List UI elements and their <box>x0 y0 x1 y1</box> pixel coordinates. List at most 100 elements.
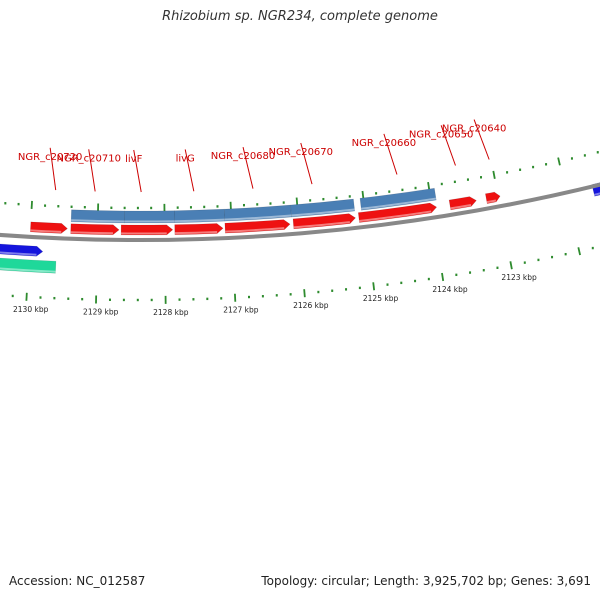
major-tick <box>361 190 365 200</box>
gene-feature-highlight <box>224 214 292 221</box>
cds-feature-highlight <box>174 230 218 235</box>
minor-tick <box>455 273 458 277</box>
genome-backbone <box>0 182 600 242</box>
minor-tick <box>583 154 586 157</box>
cds-feature <box>357 202 438 223</box>
gene-feature-highlight <box>174 218 225 223</box>
gene-leader-line <box>242 147 254 189</box>
tick-label: 2123 kbp <box>501 273 537 282</box>
gene-label: NGR_c20670 <box>269 147 334 158</box>
gene-feature <box>359 187 437 211</box>
minor-tick <box>591 246 594 250</box>
minor-tick <box>136 206 139 210</box>
gene-feature <box>174 208 226 223</box>
gene-leader-line <box>49 147 57 191</box>
minor-tick <box>345 288 348 291</box>
minor-tick <box>348 195 351 198</box>
cds-feature <box>485 191 501 204</box>
minor-tick <box>523 261 526 264</box>
minor-tick <box>400 281 403 285</box>
cds-feature <box>29 221 68 234</box>
minor-tick <box>537 258 540 262</box>
gene-feature-highlight <box>291 208 355 217</box>
minor-tick <box>322 197 325 201</box>
topology-summary: Topology: circular; Length: 3,925,702 bp… <box>261 574 591 588</box>
tick-label: 2130 kbp <box>13 305 49 314</box>
gene-label: NGR_c20650 <box>409 129 474 140</box>
cds-feature-highlight <box>30 229 62 233</box>
minor-tick <box>178 298 181 301</box>
map-title: Rhizobium sp. NGR234, complete genome <box>162 9 438 24</box>
minor-tick <box>220 297 223 300</box>
cds-feature-highlight <box>359 210 432 223</box>
minor-tick <box>564 252 567 256</box>
minor-tick <box>242 203 245 207</box>
tick-label: 2128 kbp <box>153 308 189 317</box>
minor-tick <box>176 206 179 209</box>
gene-leader-line <box>440 125 456 166</box>
tick-labels: 2130 kbp 2129 kbp 2128 kbp 2127 kbp 2126 kbp… <box>13 273 537 317</box>
minor-tick <box>17 202 20 206</box>
gene-feature-highlight <box>71 219 125 223</box>
minor-tick <box>427 277 430 281</box>
minor-tick <box>216 205 219 208</box>
misc-feature <box>0 257 57 274</box>
minor-tick <box>192 298 195 301</box>
minor-tick <box>545 163 548 166</box>
major-tick <box>295 197 299 206</box>
minor-tick <box>110 206 113 209</box>
cds-feature <box>292 213 356 230</box>
minor-tick <box>506 171 509 174</box>
gene-feature <box>124 210 175 224</box>
minor-tick <box>335 196 338 200</box>
gene-label: livF <box>125 154 142 165</box>
misc-feature <box>0 243 44 257</box>
accession-text: Accession: NC_012587 <box>9 574 146 588</box>
gene-label: NGR_c20660 <box>352 138 417 149</box>
major-tick <box>557 157 561 166</box>
cds-feature-highlight <box>486 199 497 204</box>
minor-tick <box>4 202 7 205</box>
minor-tick <box>289 293 292 296</box>
gene-feature-highlight <box>361 197 437 210</box>
minor-tick <box>317 290 320 294</box>
cds-feature <box>174 223 224 235</box>
gene-feature <box>290 198 356 218</box>
minor-tick <box>532 165 535 169</box>
major-tick <box>372 282 376 291</box>
minor-tick <box>189 206 192 209</box>
tick-label: 2127 kbp <box>223 306 259 315</box>
minor-tick <box>551 255 554 259</box>
minor-tick <box>256 203 259 206</box>
minor-tick <box>136 298 139 302</box>
minor-tick <box>44 204 47 207</box>
major-tick <box>492 170 496 179</box>
minor-tick <box>358 286 361 290</box>
minor-tick <box>519 168 522 171</box>
cds-feature-highlight <box>450 203 472 210</box>
gene-leader-line <box>133 149 142 193</box>
minor-tick <box>496 266 499 269</box>
minor-tick <box>39 296 42 299</box>
minor-tick <box>282 201 285 204</box>
cds-feature <box>120 224 174 236</box>
minor-tick <box>466 178 469 181</box>
gene-feature <box>223 204 292 222</box>
tick-label: 2129 kbp <box>83 308 119 317</box>
gene-leader-line <box>300 142 313 185</box>
gene-leader-line <box>184 149 195 192</box>
minor-tick <box>482 269 485 272</box>
minor-tick <box>206 297 209 301</box>
minor-tick <box>53 296 56 300</box>
inner-tick-track <box>4 151 599 212</box>
minor-tick <box>401 188 404 192</box>
minor-tick <box>57 205 60 208</box>
gene-feature <box>70 209 125 224</box>
minor-tick <box>83 206 86 209</box>
minor-tick <box>248 295 251 299</box>
features <box>0 182 600 274</box>
minor-tick <box>11 294 14 298</box>
minor-tick <box>275 294 278 297</box>
minor-tick <box>453 180 456 184</box>
